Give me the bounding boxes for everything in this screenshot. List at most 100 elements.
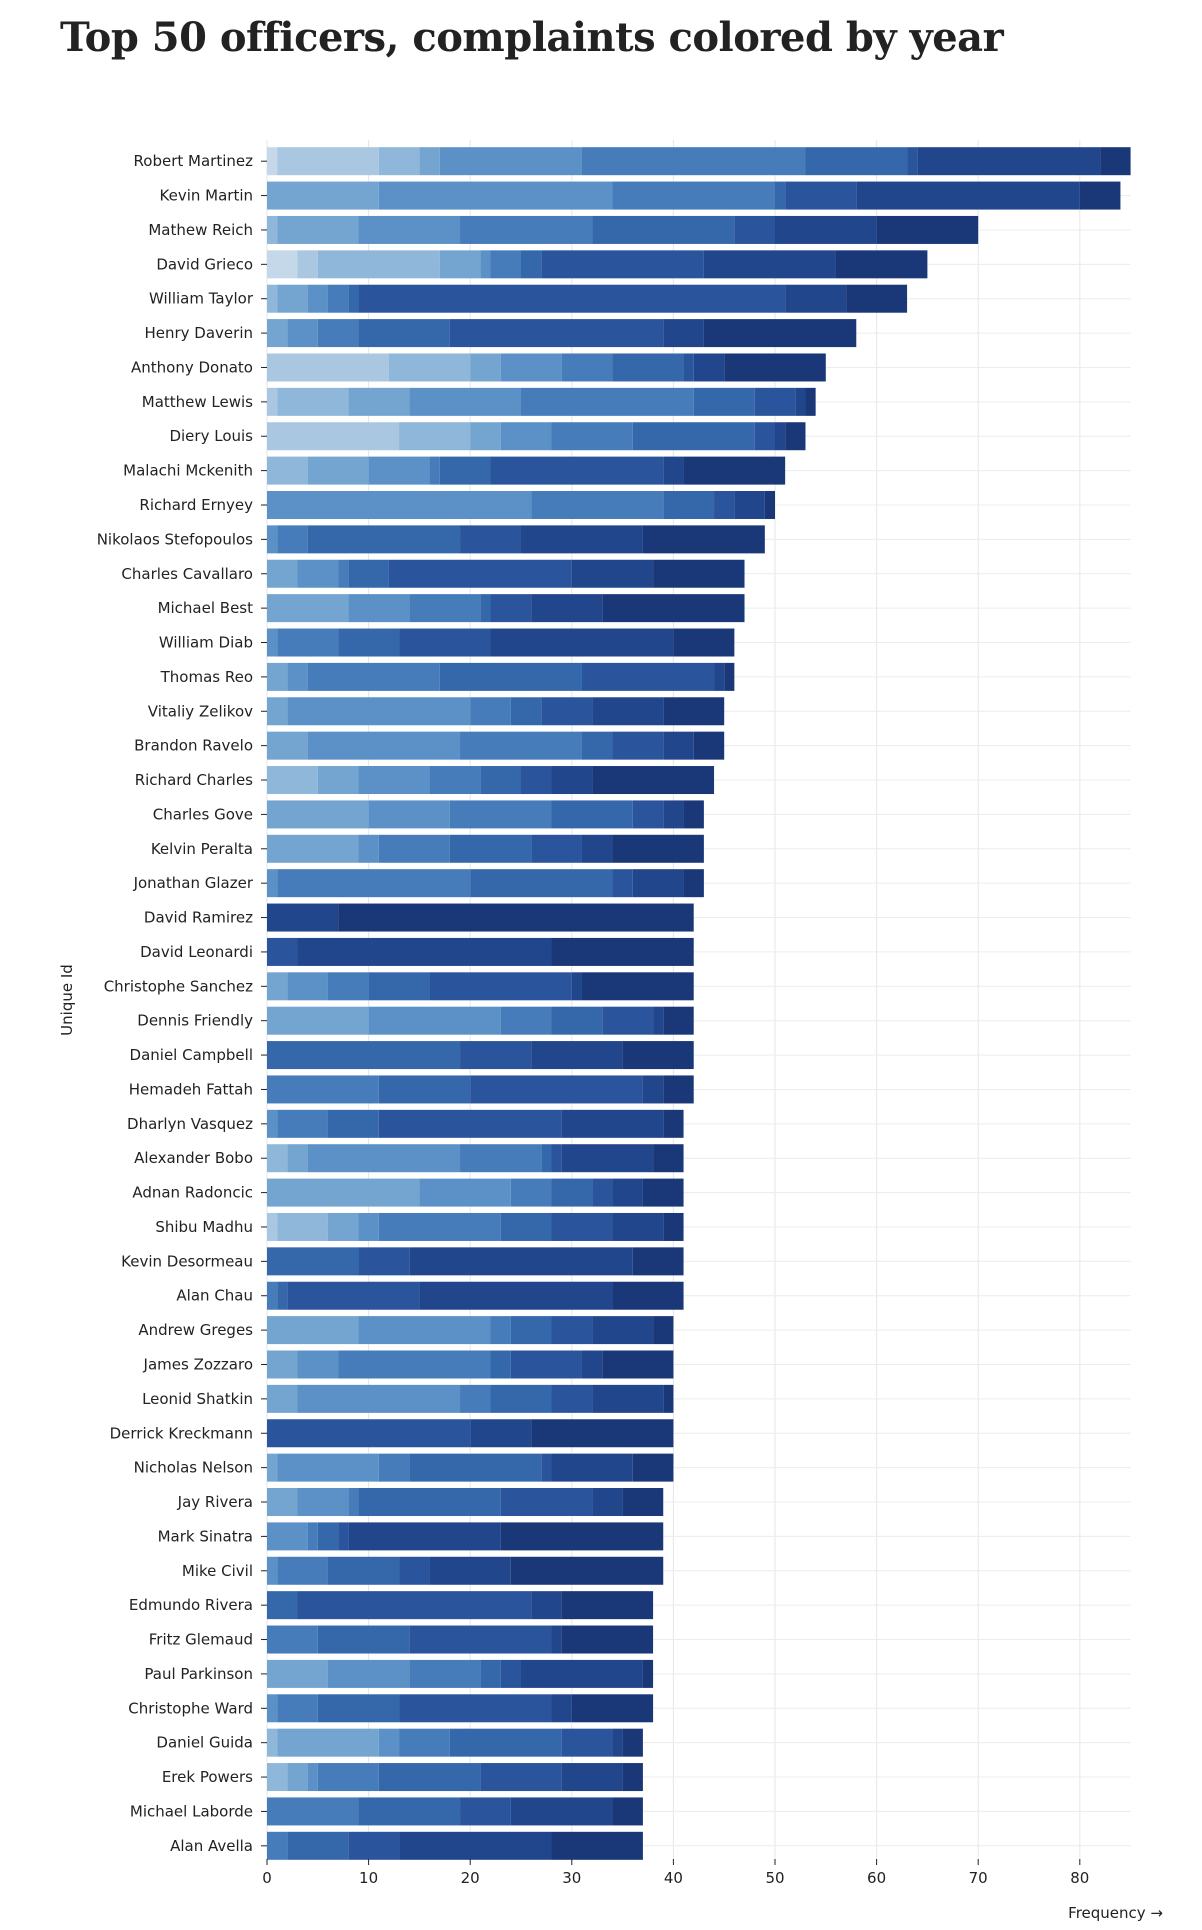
bar-segment[interactable] (490, 250, 521, 279)
bar-segment[interactable] (307, 731, 461, 760)
bar-segment[interactable] (267, 1556, 278, 1585)
bar-segment[interactable] (561, 1728, 613, 1757)
bar-segment[interactable] (378, 181, 613, 210)
bar-segment[interactable] (439, 147, 582, 176)
bar-segment[interactable] (287, 1763, 308, 1792)
bar-segment[interactable] (510, 1350, 582, 1379)
bar-segment[interactable] (348, 1522, 501, 1551)
bar-segment[interactable] (267, 1625, 318, 1654)
bar-segment[interactable] (551, 1453, 633, 1482)
bar-segment[interactable] (378, 834, 450, 863)
bar-segment[interactable] (612, 1178, 643, 1207)
bar-segment[interactable] (653, 1144, 684, 1173)
bar-segment[interactable] (612, 731, 664, 760)
bar-segment[interactable] (541, 250, 704, 279)
bar-segment[interactable] (358, 319, 450, 348)
bar-segment[interactable] (307, 1144, 461, 1173)
bar-segment[interactable] (622, 1728, 643, 1757)
bar-segment[interactable] (460, 1797, 511, 1826)
bar-segment[interactable] (683, 800, 704, 829)
bar-segment[interactable] (551, 1625, 562, 1654)
bar-segment[interactable] (267, 1212, 278, 1241)
bar-segment[interactable] (480, 250, 491, 279)
bar-segment[interactable] (287, 1144, 308, 1173)
bar-segment[interactable] (642, 1659, 654, 1688)
bar-segment[interactable] (297, 1350, 339, 1379)
bar-segment[interactable] (297, 937, 552, 966)
bar-segment[interactable] (581, 147, 806, 176)
bar-segment[interactable] (632, 1247, 684, 1276)
bar-segment[interactable] (327, 1212, 359, 1241)
bar-segment[interactable] (551, 800, 633, 829)
bar-segment[interactable] (754, 422, 775, 451)
bar-segment[interactable] (267, 1694, 278, 1723)
bar-segment[interactable] (500, 1006, 552, 1035)
bar-segment[interactable] (378, 1728, 400, 1757)
bar-segment[interactable] (267, 697, 288, 726)
bar-segment[interactable] (703, 319, 857, 348)
bar-segment[interactable] (480, 1659, 501, 1688)
bar-segment[interactable] (358, 834, 379, 863)
bar-segment[interactable] (348, 1831, 400, 1860)
bar-segment[interactable] (267, 972, 288, 1001)
bar-segment[interactable] (297, 1384, 461, 1413)
bar-segment[interactable] (663, 1075, 694, 1104)
bar-segment[interactable] (490, 1316, 511, 1345)
bar-segment[interactable] (419, 147, 440, 176)
bar-segment[interactable] (632, 1453, 674, 1482)
bar-segment[interactable] (368, 456, 430, 485)
bar-segment[interactable] (277, 525, 308, 554)
bar-segment[interactable] (267, 181, 379, 210)
bar-segment[interactable] (267, 937, 298, 966)
bar-segment[interactable] (622, 1488, 664, 1517)
bar-segment[interactable] (581, 662, 715, 691)
bar-segment[interactable] (348, 1488, 359, 1517)
bar-segment[interactable] (267, 1109, 278, 1138)
bar-segment[interactable] (267, 594, 349, 623)
bar-segment[interactable] (409, 594, 481, 623)
bar-segment[interactable] (267, 869, 278, 898)
bar-segment[interactable] (561, 353, 613, 382)
bar-segment[interactable] (267, 1453, 278, 1482)
bar-segment[interactable] (592, 697, 664, 726)
bar-segment[interactable] (490, 628, 674, 657)
bar-segment[interactable] (277, 215, 359, 244)
bar-segment[interactable] (460, 1384, 491, 1413)
bar-segment[interactable] (287, 319, 318, 348)
bar-segment[interactable] (460, 525, 521, 554)
bar-segment[interactable] (612, 869, 633, 898)
bar-segment[interactable] (267, 834, 359, 863)
bar-segment[interactable] (348, 594, 410, 623)
bar-segment[interactable] (551, 1144, 562, 1173)
bar-segment[interactable] (632, 800, 664, 829)
bar-segment[interactable] (1079, 181, 1121, 210)
bar-segment[interactable] (642, 1075, 664, 1104)
bar-segment[interactable] (592, 215, 735, 244)
bar-segment[interactable] (409, 1625, 552, 1654)
bar-segment[interactable] (277, 1694, 318, 1723)
bar-segment[interactable] (277, 1109, 328, 1138)
bar-segment[interactable] (297, 1591, 532, 1620)
bar-segment[interactable] (693, 731, 725, 760)
bar-segment[interactable] (510, 1556, 664, 1585)
bar-segment[interactable] (561, 1109, 664, 1138)
bar-segment[interactable] (612, 181, 775, 210)
bar-segment[interactable] (602, 1006, 654, 1035)
bar-segment[interactable] (267, 903, 339, 932)
bar-segment[interactable] (267, 147, 278, 176)
bar-segment[interactable] (267, 1488, 298, 1517)
bar-segment[interactable] (510, 1178, 552, 1207)
bar-segment[interactable] (267, 628, 278, 657)
bar-segment[interactable] (287, 1831, 349, 1860)
bar-segment[interactable] (500, 353, 562, 382)
bar-segment[interactable] (327, 1659, 410, 1688)
bar-segment[interactable] (653, 559, 745, 588)
bar-segment[interactable] (785, 284, 847, 313)
bar-segment[interactable] (490, 1350, 511, 1379)
bar-segment[interactable] (521, 525, 643, 554)
bar-segment[interactable] (663, 1384, 674, 1413)
bar-segment[interactable] (358, 766, 430, 795)
bar-segment[interactable] (561, 1144, 654, 1173)
bar-segment[interactable] (338, 1522, 349, 1551)
bar-segment[interactable] (429, 456, 440, 485)
